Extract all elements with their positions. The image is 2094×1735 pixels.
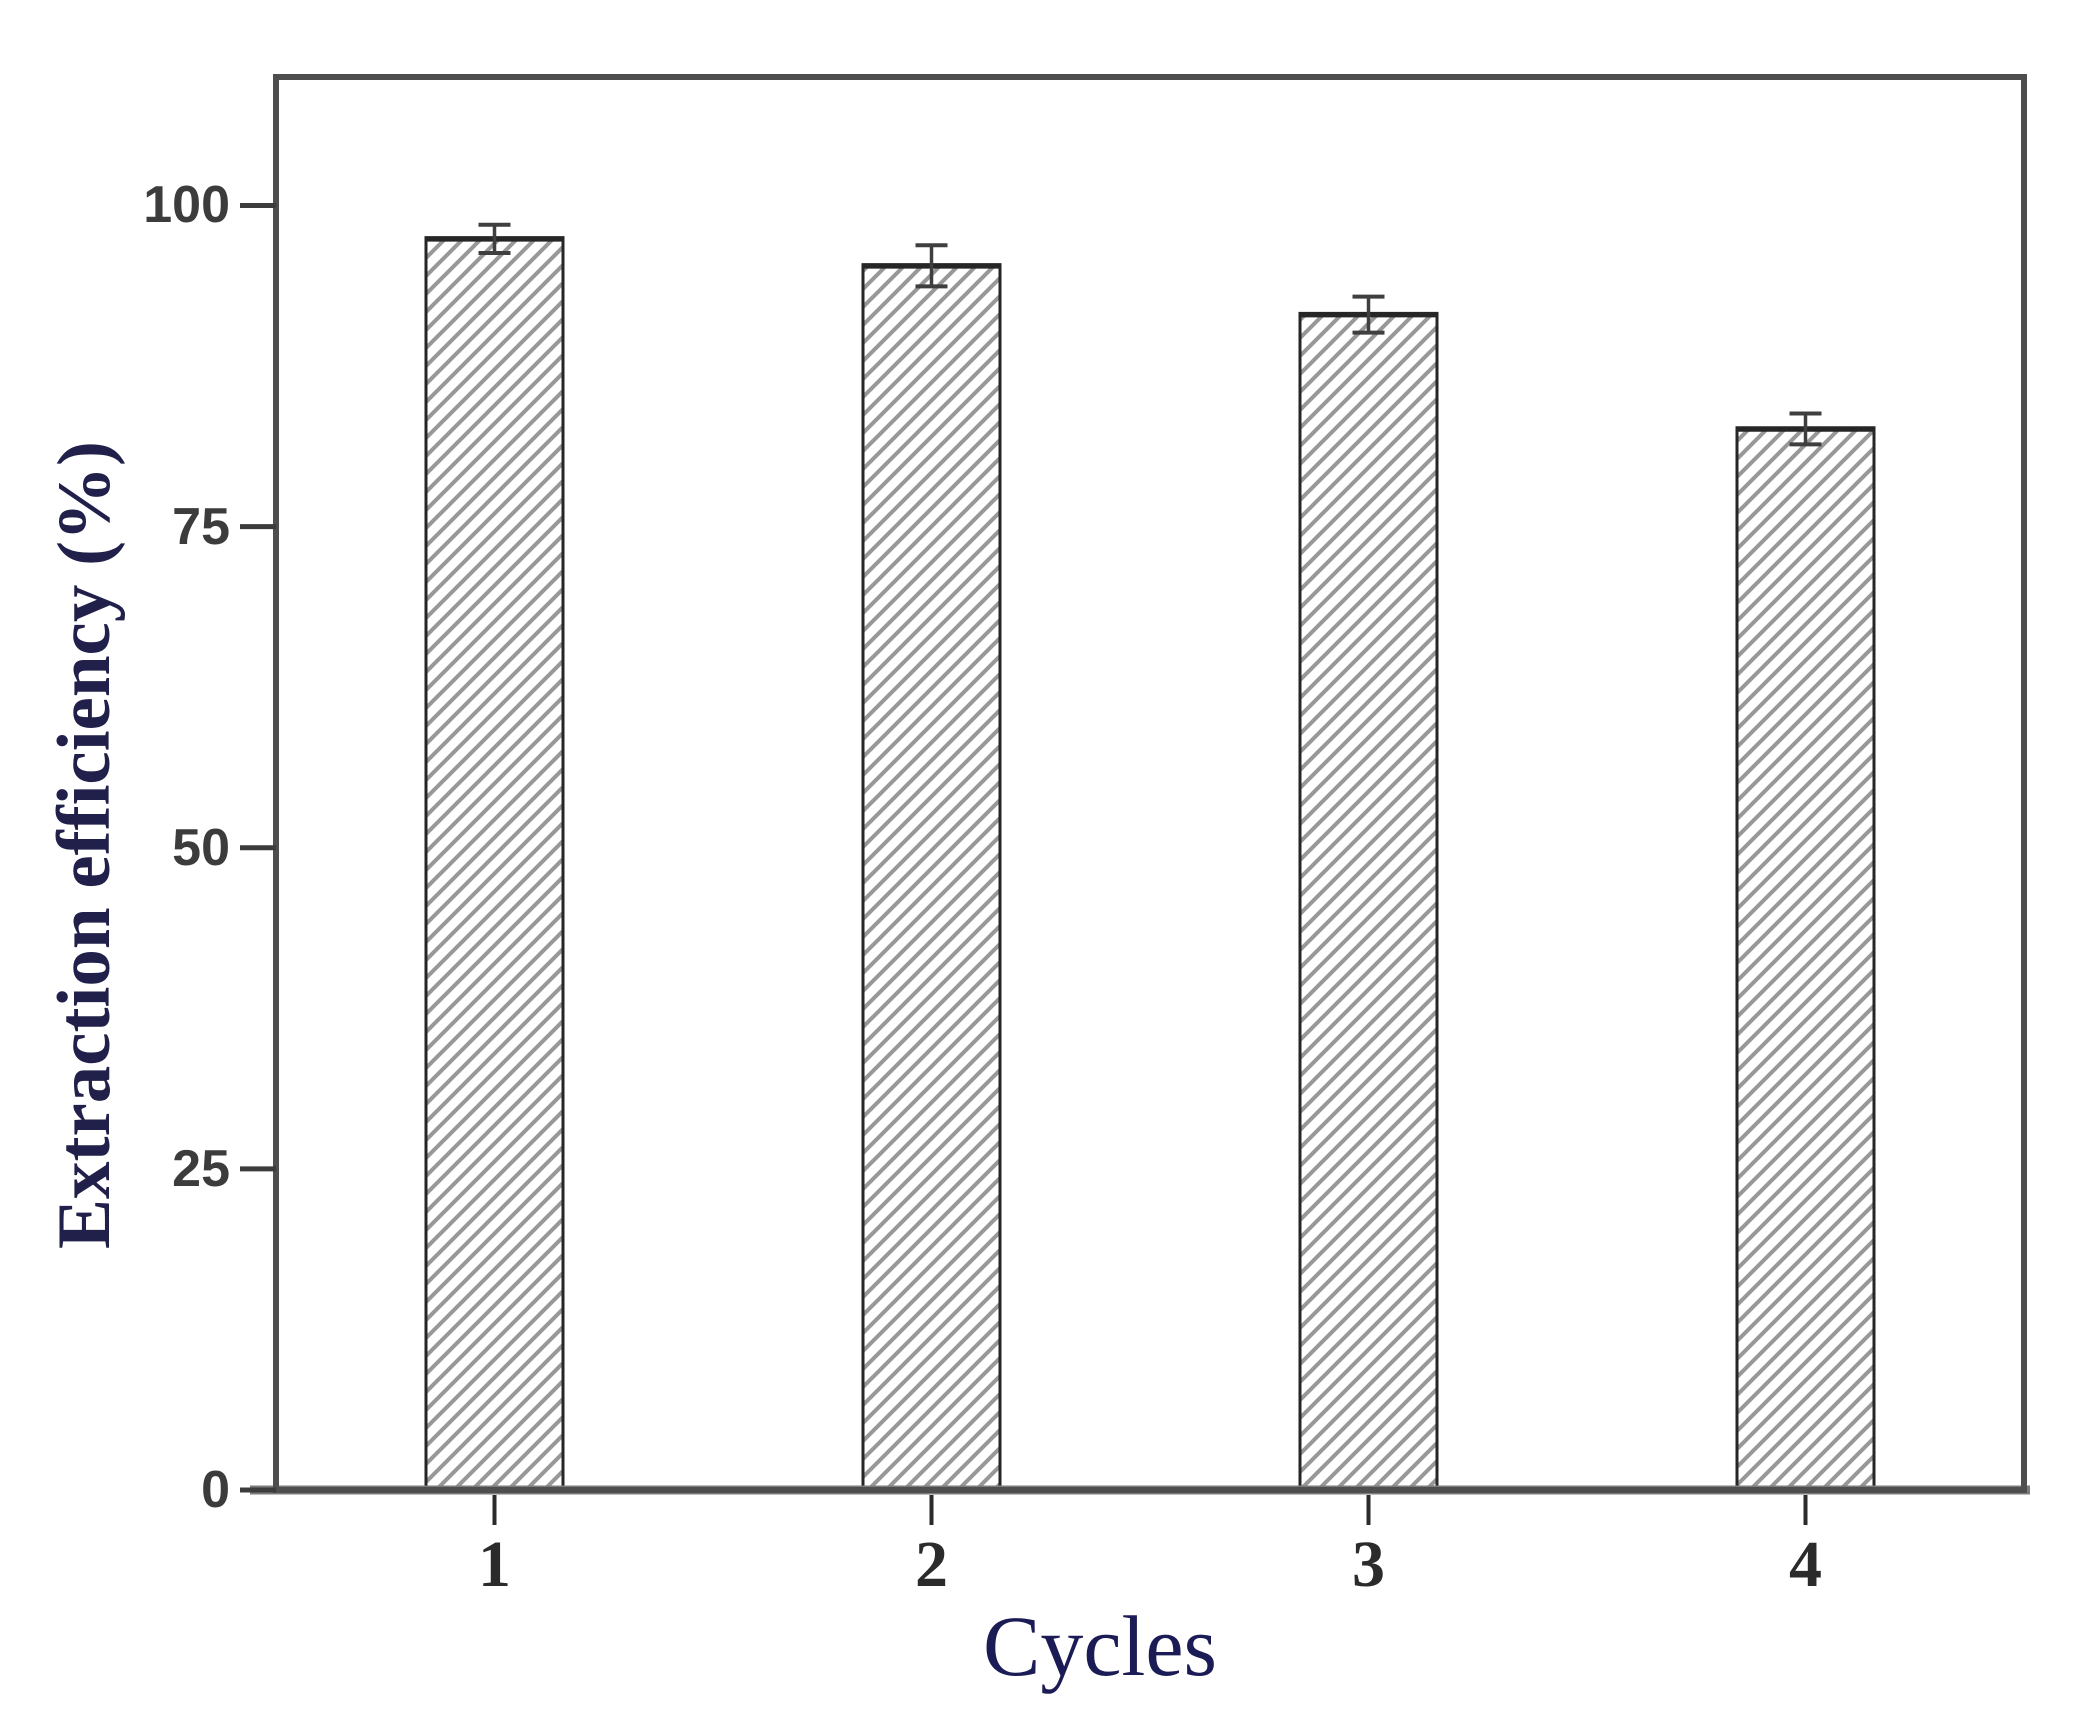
plot-frame [273,74,2027,1493]
bar-hatch [861,264,1002,1492]
bar-hatch [1298,313,1439,1492]
x-tick-label: 1 [478,1528,511,1601]
y-tick-label: 100 [143,176,230,235]
x-axis-title: Cycles [982,1598,1218,1694]
x-tick-label: 3 [1352,1528,1385,1601]
bar-hatch [1735,427,1876,1492]
x-tick-label: 4 [1789,1528,1822,1601]
y-tick-label: 50 [172,818,230,877]
y-tick-label: 75 [172,497,230,556]
y-tick-label: 0 [201,1461,230,1519]
bar-hatch [424,237,565,1492]
y-tick-label: 25 [172,1139,230,1198]
x-tick-label: 2 [915,1528,948,1601]
